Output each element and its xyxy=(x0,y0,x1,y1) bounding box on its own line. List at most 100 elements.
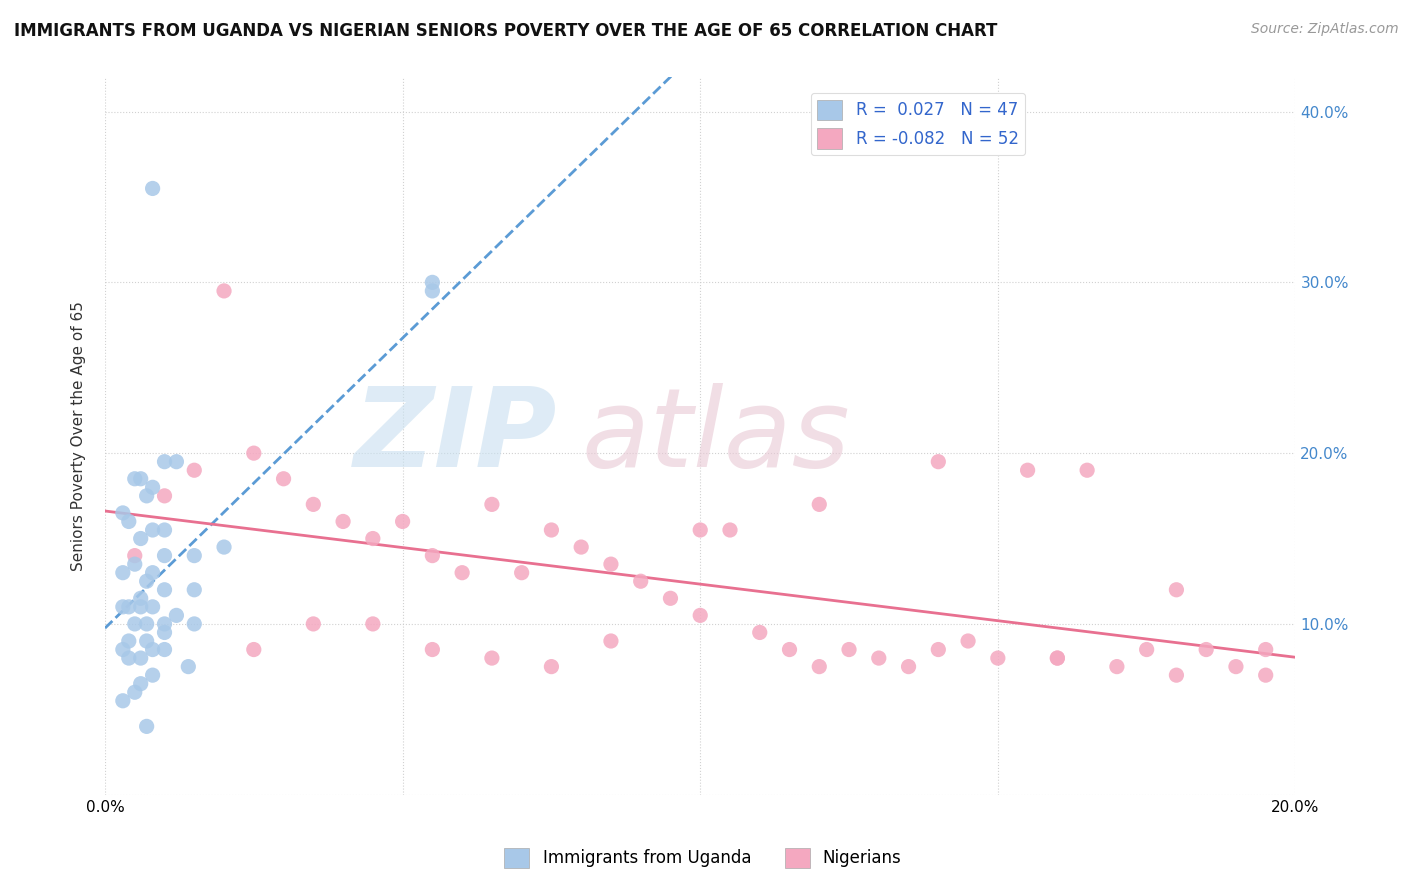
Point xyxy=(124,685,146,699)
Point xyxy=(118,651,141,665)
Point xyxy=(451,566,474,580)
Point xyxy=(868,651,890,665)
Point xyxy=(212,540,235,554)
Point xyxy=(422,642,444,657)
Point xyxy=(540,659,562,673)
Point xyxy=(273,472,295,486)
Point xyxy=(129,676,152,690)
Point xyxy=(142,599,165,614)
Point xyxy=(987,651,1010,665)
Point xyxy=(142,480,165,494)
Point xyxy=(600,557,623,571)
Point xyxy=(135,574,157,589)
Point xyxy=(142,642,165,657)
Point xyxy=(808,659,831,673)
Point xyxy=(135,719,157,733)
Point xyxy=(659,591,682,606)
Point xyxy=(183,582,205,597)
Point xyxy=(1166,668,1188,682)
Point xyxy=(129,651,152,665)
Point xyxy=(124,472,146,486)
Text: Source: ZipAtlas.com: Source: ZipAtlas.com xyxy=(1251,22,1399,37)
Point xyxy=(142,181,165,195)
Point xyxy=(1105,659,1128,673)
Text: IMMIGRANTS FROM UGANDA VS NIGERIAN SENIORS POVERTY OVER THE AGE OF 65 CORRELATIO: IMMIGRANTS FROM UGANDA VS NIGERIAN SENIO… xyxy=(14,22,997,40)
Point xyxy=(361,616,384,631)
Point xyxy=(111,566,134,580)
Point xyxy=(153,625,176,640)
Point xyxy=(129,472,152,486)
Point xyxy=(118,634,141,648)
Point xyxy=(243,446,266,460)
Point xyxy=(1225,659,1247,673)
Point xyxy=(135,616,157,631)
Point xyxy=(927,642,949,657)
Point xyxy=(630,574,652,589)
Point xyxy=(1254,668,1277,682)
Point xyxy=(124,557,146,571)
Point xyxy=(422,284,444,298)
Point xyxy=(391,515,413,529)
Point xyxy=(183,616,205,631)
Point xyxy=(165,608,187,623)
Point xyxy=(153,523,176,537)
Point xyxy=(243,642,266,657)
Point xyxy=(838,642,860,657)
Point xyxy=(212,284,235,298)
Point xyxy=(183,549,205,563)
Point xyxy=(177,659,200,673)
Text: atlas: atlas xyxy=(581,383,849,490)
Point xyxy=(422,549,444,563)
Point xyxy=(779,642,801,657)
Point xyxy=(1017,463,1039,477)
Point xyxy=(481,651,503,665)
Point xyxy=(689,608,711,623)
Point xyxy=(153,489,176,503)
Point xyxy=(153,549,176,563)
Point xyxy=(111,694,134,708)
Legend: R =  0.027   N = 47, R = -0.082   N = 52: R = 0.027 N = 47, R = -0.082 N = 52 xyxy=(810,93,1025,155)
Point xyxy=(1046,651,1069,665)
Text: ZIP: ZIP xyxy=(354,383,557,490)
Point xyxy=(302,497,325,511)
Point xyxy=(129,599,152,614)
Point xyxy=(153,642,176,657)
Point xyxy=(1195,642,1218,657)
Point xyxy=(689,523,711,537)
Point xyxy=(124,616,146,631)
Point xyxy=(111,642,134,657)
Point xyxy=(124,549,146,563)
Point xyxy=(165,455,187,469)
Legend: Immigrants from Uganda, Nigerians: Immigrants from Uganda, Nigerians xyxy=(498,841,908,875)
Point xyxy=(153,455,176,469)
Y-axis label: Seniors Poverty Over the Age of 65: Seniors Poverty Over the Age of 65 xyxy=(72,301,86,571)
Point xyxy=(142,668,165,682)
Point xyxy=(111,506,134,520)
Point xyxy=(540,523,562,537)
Point xyxy=(481,497,503,511)
Point xyxy=(957,634,980,648)
Point xyxy=(361,532,384,546)
Point xyxy=(927,455,949,469)
Point xyxy=(1136,642,1159,657)
Point xyxy=(1046,651,1069,665)
Point xyxy=(118,599,141,614)
Point xyxy=(422,276,444,290)
Point xyxy=(183,463,205,477)
Point xyxy=(718,523,741,537)
Point xyxy=(1076,463,1098,477)
Point xyxy=(748,625,770,640)
Point xyxy=(142,523,165,537)
Point xyxy=(142,566,165,580)
Point xyxy=(135,489,157,503)
Point xyxy=(332,515,354,529)
Point xyxy=(302,616,325,631)
Point xyxy=(808,497,831,511)
Point xyxy=(1254,642,1277,657)
Point xyxy=(600,634,623,648)
Point xyxy=(111,599,134,614)
Point xyxy=(129,532,152,546)
Point xyxy=(1166,582,1188,597)
Point xyxy=(153,616,176,631)
Point xyxy=(153,582,176,597)
